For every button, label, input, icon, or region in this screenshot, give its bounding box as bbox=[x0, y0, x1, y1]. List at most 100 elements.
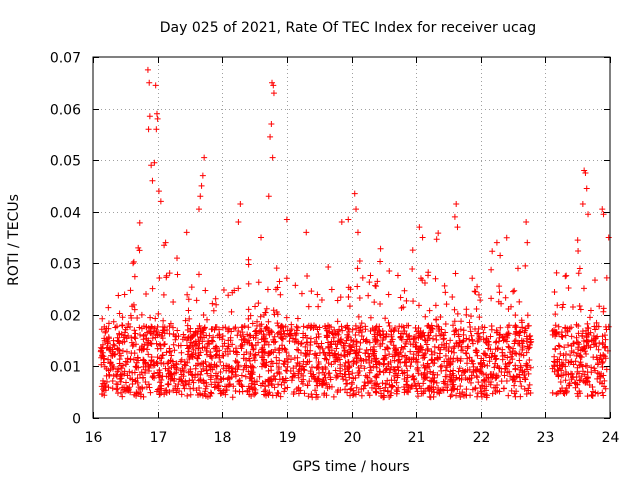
data-point bbox=[523, 333, 530, 340]
data-point bbox=[207, 389, 214, 396]
data-point bbox=[456, 339, 463, 346]
data-point bbox=[308, 364, 315, 371]
data-point bbox=[355, 313, 362, 320]
data-point bbox=[262, 362, 269, 369]
data-point bbox=[427, 368, 434, 375]
data-point bbox=[219, 352, 226, 359]
data-point bbox=[460, 331, 467, 338]
data-point bbox=[235, 362, 242, 369]
data-point bbox=[158, 359, 165, 366]
data-point bbox=[344, 334, 351, 341]
data-point bbox=[131, 334, 138, 341]
data-point bbox=[225, 292, 232, 299]
data-point bbox=[433, 379, 440, 386]
data-point bbox=[393, 347, 400, 354]
data-point bbox=[170, 299, 177, 306]
data-point bbox=[489, 390, 496, 397]
data-point bbox=[299, 363, 306, 370]
data-point bbox=[441, 344, 448, 351]
data-point bbox=[296, 362, 303, 369]
data-point bbox=[389, 383, 396, 390]
data-point bbox=[491, 353, 498, 360]
data-point bbox=[131, 369, 138, 376]
data-point bbox=[313, 355, 320, 362]
data-point bbox=[212, 295, 219, 302]
data-point bbox=[303, 229, 310, 236]
data-point bbox=[487, 333, 494, 340]
data-point bbox=[149, 177, 156, 184]
data-point bbox=[304, 272, 311, 279]
data-point bbox=[448, 392, 455, 399]
data-point bbox=[303, 339, 310, 346]
data-point bbox=[480, 357, 487, 364]
data-point bbox=[497, 324, 504, 331]
data-point bbox=[382, 315, 389, 322]
data-point bbox=[351, 347, 358, 354]
data-point bbox=[323, 356, 330, 363]
data-point bbox=[477, 297, 484, 304]
data-point bbox=[373, 381, 380, 388]
data-point bbox=[209, 338, 216, 345]
data-point bbox=[157, 345, 164, 352]
data-point bbox=[305, 303, 312, 310]
data-point bbox=[455, 368, 462, 375]
data-point bbox=[149, 285, 156, 292]
data-point bbox=[131, 327, 138, 334]
data-point bbox=[117, 378, 124, 385]
data-point bbox=[140, 393, 147, 400]
data-point bbox=[470, 368, 477, 375]
data-point bbox=[109, 385, 116, 392]
data-point bbox=[494, 382, 501, 389]
data-point bbox=[230, 325, 237, 332]
data-point bbox=[143, 290, 150, 297]
data-point bbox=[398, 323, 405, 330]
data-point bbox=[368, 367, 375, 374]
y-tick-label: 0.05 bbox=[50, 154, 81, 170]
data-point bbox=[334, 389, 341, 396]
data-point bbox=[584, 393, 591, 400]
data-point bbox=[371, 382, 378, 389]
data-point bbox=[339, 327, 346, 334]
data-point bbox=[156, 391, 163, 398]
data-point bbox=[291, 372, 298, 379]
data-point bbox=[496, 365, 503, 372]
data-point bbox=[261, 341, 268, 348]
data-point bbox=[213, 343, 220, 350]
data-point bbox=[217, 369, 224, 376]
data-point bbox=[427, 328, 434, 335]
data-point bbox=[433, 236, 440, 243]
data-point bbox=[499, 356, 506, 363]
data-point bbox=[519, 369, 526, 376]
data-point bbox=[99, 341, 106, 348]
data-point bbox=[197, 193, 204, 200]
data-point bbox=[347, 286, 354, 293]
data-point bbox=[240, 337, 247, 344]
data-point bbox=[127, 323, 134, 330]
data-point bbox=[364, 373, 371, 380]
data-point bbox=[195, 206, 202, 213]
data-point bbox=[517, 364, 524, 371]
data-point bbox=[269, 360, 276, 367]
data-point bbox=[371, 299, 378, 306]
data-point bbox=[494, 387, 501, 394]
data-point bbox=[112, 351, 119, 358]
data-point bbox=[264, 286, 271, 293]
data-point bbox=[120, 334, 127, 341]
data-point bbox=[119, 322, 126, 329]
data-point bbox=[354, 283, 361, 290]
data-point bbox=[273, 392, 280, 399]
data-point bbox=[200, 380, 207, 387]
data-point bbox=[234, 332, 241, 339]
data-point bbox=[257, 328, 264, 335]
data-point bbox=[116, 360, 123, 367]
data-point bbox=[273, 354, 280, 361]
data-point bbox=[319, 345, 326, 352]
data-point bbox=[422, 313, 429, 320]
data-point bbox=[132, 335, 139, 342]
data-point bbox=[282, 346, 289, 353]
data-point bbox=[174, 255, 181, 262]
data-point bbox=[432, 302, 439, 309]
data-point bbox=[218, 376, 225, 383]
data-point bbox=[361, 365, 368, 372]
data-point bbox=[391, 326, 398, 333]
